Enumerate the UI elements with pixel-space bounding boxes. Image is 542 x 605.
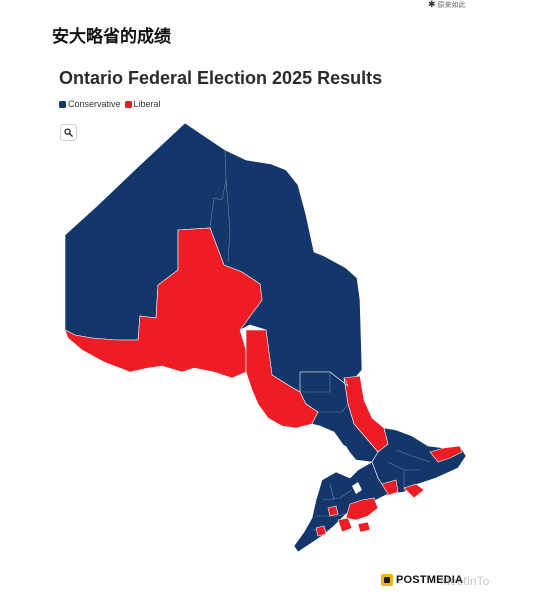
riding-kingston-liberal[interactable]	[403, 483, 425, 499]
credit-text: POSTMEDIA	[396, 574, 464, 586]
riding-hamilton-liberal[interactable]	[337, 517, 353, 533]
riding-northwest-liberal[interactable]	[64, 227, 263, 379]
riding-niagara-liberal[interactable]	[357, 521, 371, 533]
georgian-bay-water	[328, 440, 356, 478]
postmedia-credit: POSTMEDIA	[381, 574, 463, 586]
riding-london-liberal[interactable]	[315, 525, 327, 537]
riding-boundary-north-1	[209, 149, 227, 229]
riding-boundary-central	[300, 372, 349, 413]
legend: Conservative Liberal	[59, 99, 161, 109]
legend-swatch-liberal	[124, 100, 132, 108]
riding-boundary-east	[387, 449, 431, 492]
asterisk-icon: ✱	[428, 0, 436, 10]
top-badge-text: 原来如此	[437, 1, 466, 9]
map-search-button[interactable]	[60, 124, 77, 141]
riding-boundary-southwest	[312, 483, 353, 531]
riding-boundary-north-2	[225, 179, 231, 263]
riding-eastern-ontario[interactable]	[371, 427, 467, 495]
top-badge: ✱ 原来如此	[428, 0, 466, 10]
legend-label-conservative: Conservative	[68, 99, 121, 109]
legend-label-liberal: Liberal	[133, 99, 161, 109]
map-title: Ontario Federal Election 2025 Results	[59, 68, 383, 88]
riding-ottawa-liberal[interactable]	[429, 445, 463, 463]
watermark: MeetInTo	[440, 574, 490, 588]
legend-item-liberal[interactable]: Liberal	[124, 99, 161, 109]
search-icon	[64, 128, 73, 137]
legend-swatch-conservative	[59, 100, 66, 108]
lake-simcoe-water	[352, 482, 362, 494]
legend-item-conservative[interactable]: Conservative	[59, 99, 121, 109]
postmedia-logo-icon	[381, 574, 393, 586]
article-heading: 安大略省的成绩	[52, 27, 171, 47]
riding-kw-liberal[interactable]	[327, 505, 339, 517]
riding-parry-sound[interactable]	[299, 371, 379, 463]
